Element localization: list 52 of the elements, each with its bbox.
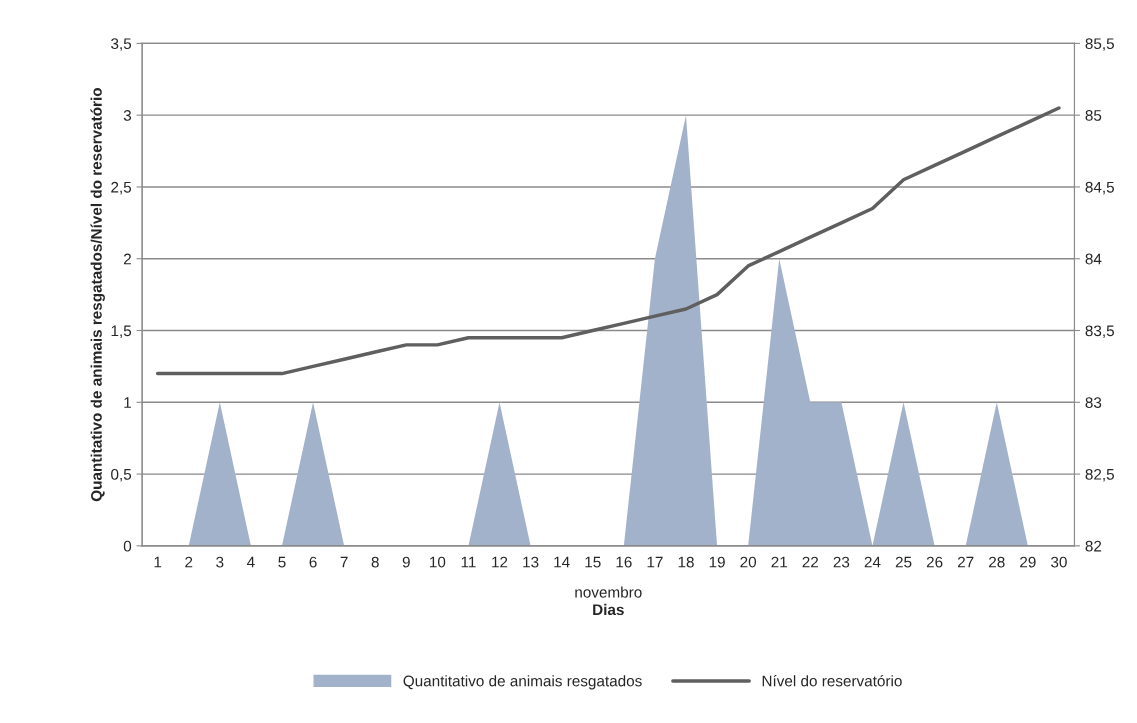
x-tick-label: 20 [740, 556, 757, 568]
y-tick-label: 3 [123, 110, 132, 121]
x-tick-label: 6 [309, 556, 317, 568]
line-series [155, 106, 1061, 376]
x-tick-label: 15 [585, 556, 601, 568]
x-tick-label: 13 [523, 556, 539, 568]
y2-tick-label: 82 [1085, 540, 1102, 552]
x-tick-label: 4 [247, 556, 255, 568]
y-tick-label: 0 [123, 540, 132, 552]
y-tick-label: 1,5 [111, 325, 132, 339]
x-tick-label: 23 [833, 556, 850, 568]
x-tick-label: 7 [340, 556, 348, 568]
y-axis-title: Quantitativo de animais resgatados/Nível do reservatório [90, 88, 105, 502]
x-tick-label: 22 [802, 556, 819, 568]
x-tick-label: 14 [554, 556, 570, 568]
x-tick-label: 27 [957, 556, 974, 568]
x-tick-label: 11 [461, 556, 476, 568]
x-tick-label: 30 [1051, 556, 1067, 568]
y-tick-label: 2,5 [111, 181, 132, 195]
legend-label: Nível do reservatório [762, 675, 902, 687]
x-tick-label: 19 [709, 556, 725, 568]
legend-label: Quantitativo de animais resgatados [403, 675, 642, 690]
y-tick-label: 1 [124, 397, 131, 408]
y2-tick-label: 83 [1085, 397, 1102, 408]
x-tick-label: 5 [278, 556, 286, 568]
y2-tick-label: 84 [1085, 253, 1102, 265]
x-tick-label: 3 [216, 556, 224, 568]
x-tick-label: 1 [154, 556, 162, 568]
x-tick-label: 8 [371, 556, 379, 568]
x-tick-label: 12 [492, 556, 508, 568]
y2-tick-label: 82,5 [1085, 468, 1114, 482]
x-tick-label: 17 [647, 556, 663, 568]
x-tick-label: 18 [678, 556, 694, 568]
x-tick-label: 26 [926, 556, 943, 568]
x-tick-label: 24 [864, 556, 881, 568]
x-tick-label: 16 [616, 556, 632, 568]
text: novembro [575, 586, 642, 598]
x-tick-label: 25 [895, 556, 912, 568]
y-tick-label: 0,5 [111, 468, 132, 482]
x-tick-label: 21 [771, 556, 787, 568]
y-tick-label: 2 [123, 253, 131, 265]
x-tick-label: 28 [989, 556, 1005, 568]
y2-tick-label: 84,5 [1085, 181, 1114, 195]
x-tick-label: 10 [430, 556, 446, 568]
x-tick-label: 29 [1020, 556, 1036, 568]
y-tick-label: 3,5 [111, 38, 132, 51]
x-tick-label: 2 [185, 556, 193, 568]
y2-tick-label: 83,5 [1085, 325, 1114, 339]
x-axis-title: Dias [593, 603, 624, 616]
y2-tick-label: 85 [1085, 110, 1102, 121]
y2-tick-label: 85,5 [1085, 38, 1114, 51]
x-tick-label: 9 [402, 556, 410, 568]
